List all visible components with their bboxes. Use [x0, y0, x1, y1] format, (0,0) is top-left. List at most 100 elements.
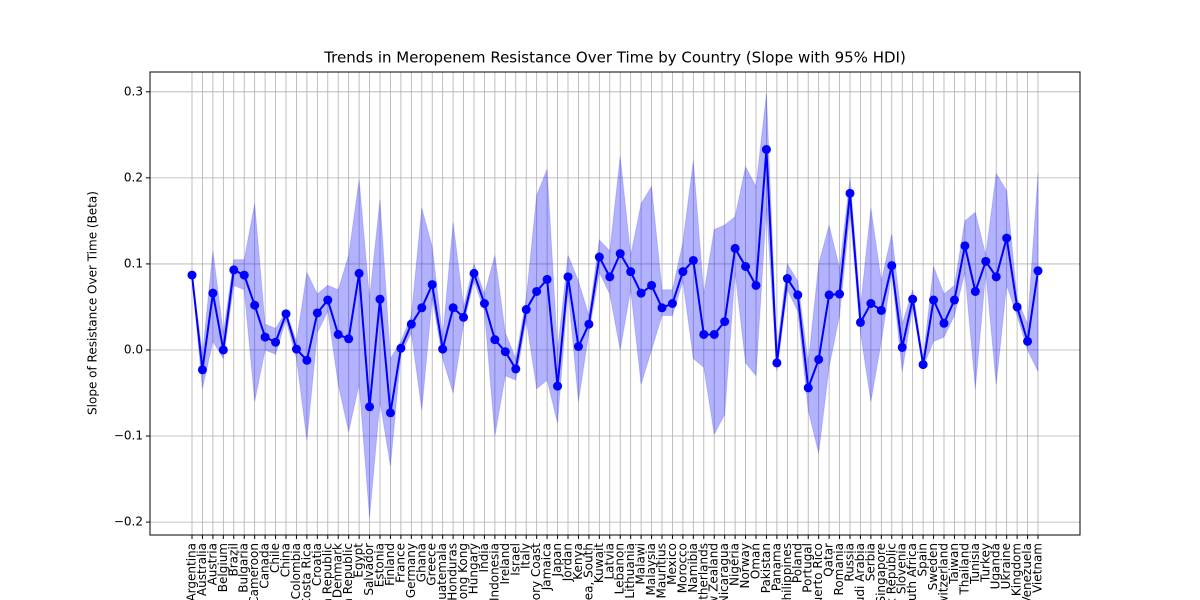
point	[939, 318, 949, 328]
point	[197, 365, 207, 375]
x-tick-label: China	[279, 543, 293, 577]
point	[354, 268, 364, 278]
point	[542, 274, 552, 284]
x-tick-label: Uganda	[989, 543, 1003, 589]
point	[647, 280, 657, 290]
point	[291, 344, 301, 354]
x-tick-label: Russia	[843, 543, 857, 582]
point	[782, 274, 792, 284]
x-tick-label: Colombia	[289, 543, 303, 599]
y-axis-label: Slope of Resistance Over Time (Beta)	[86, 191, 100, 415]
x-tick-label: Turkey	[978, 543, 992, 583]
point	[751, 280, 761, 290]
point	[605, 272, 615, 282]
x-tick-label: Thailand	[957, 543, 971, 596]
x-tick-label: Kenya	[571, 543, 585, 580]
x-tick-label: Slovenia	[895, 543, 909, 594]
point	[835, 289, 845, 299]
x-tick-label: Nigeria	[728, 543, 742, 586]
point	[469, 268, 479, 278]
point	[427, 280, 437, 290]
x-tick-label: Jordan	[561, 543, 575, 582]
x-tick-label: Switzerland	[937, 543, 951, 600]
point	[845, 188, 855, 198]
x-tick-label: Sweden	[926, 543, 940, 590]
x-tick-label: Nicaragua	[717, 543, 731, 600]
point	[1023, 336, 1033, 346]
point	[678, 267, 688, 277]
point	[344, 334, 354, 344]
x-tick-label: Portugal	[801, 543, 815, 593]
x-tick-label: Qatar	[822, 543, 836, 577]
point	[312, 308, 322, 318]
x-tick-label: New Zealand	[707, 543, 721, 600]
x-tick-label: Greece	[425, 543, 439, 586]
point	[333, 329, 343, 339]
point	[271, 337, 281, 347]
point	[594, 252, 604, 262]
point	[636, 288, 646, 298]
point	[490, 335, 500, 345]
x-tick-label: South Africa	[905, 543, 919, 600]
point	[229, 265, 239, 275]
point	[981, 256, 991, 266]
point	[803, 383, 813, 393]
x-tick-label: Netherlands	[696, 543, 710, 600]
point	[793, 290, 803, 300]
x-tick-label: Canada	[258, 543, 272, 589]
point	[500, 347, 510, 357]
point	[626, 267, 636, 277]
point	[375, 294, 385, 304]
point	[949, 295, 959, 305]
y-tick-label: 0.2	[124, 170, 143, 184]
point	[521, 305, 531, 315]
point	[250, 300, 260, 310]
point	[866, 299, 876, 308]
point	[699, 329, 709, 339]
x-tick-label: Romania	[832, 543, 846, 595]
x-tick-label: Oman	[749, 543, 763, 579]
point	[814, 354, 824, 364]
point	[824, 290, 834, 300]
x-tick-label: Hungary	[467, 543, 481, 594]
x-tick-label: Korea, South	[581, 543, 595, 600]
x-tick-label: Italy	[519, 543, 533, 569]
x-tick-label: Poland	[790, 543, 804, 583]
x-tick-label: Taiwan	[947, 543, 961, 585]
x-tick-label: Slovak Republic	[884, 543, 898, 600]
x-tick-label: Cameroon	[247, 543, 261, 600]
point	[761, 144, 771, 154]
x-tick-label: Ukraine	[999, 543, 1013, 589]
chart-title: Trends in Meropenem Resistance Over Time…	[323, 49, 906, 67]
x-tick-label: Lebanon	[613, 543, 627, 594]
point	[406, 319, 416, 329]
x-tick-label: Namibia	[686, 543, 700, 593]
point	[908, 294, 918, 304]
point	[281, 309, 291, 319]
line	[191, 149, 1039, 413]
x-tick-label: Saudi Arabia	[853, 543, 867, 600]
point	[1002, 233, 1012, 243]
x-tick-label: Costa Rica	[299, 543, 313, 600]
point	[417, 303, 427, 313]
x-tick-label: Morocco	[675, 543, 689, 593]
point	[573, 342, 583, 352]
point	[876, 305, 886, 315]
x-tick-label: Ghana	[414, 543, 428, 582]
x-tick-label: Norway	[738, 543, 752, 589]
point	[887, 261, 897, 271]
plot-frame	[149, 71, 1081, 536]
point	[260, 332, 270, 342]
x-tick-label: Spain	[916, 543, 930, 577]
x-tick-label: Australia	[195, 543, 209, 596]
x-tick-label: Egypt	[352, 543, 366, 578]
point	[688, 255, 698, 265]
point	[532, 286, 542, 296]
point	[187, 270, 197, 280]
y-tick-label: −0.1	[114, 429, 143, 443]
x-tick-label: Denmark	[331, 543, 345, 598]
x-tick-label: Latvia	[602, 543, 616, 580]
point	[720, 317, 730, 327]
